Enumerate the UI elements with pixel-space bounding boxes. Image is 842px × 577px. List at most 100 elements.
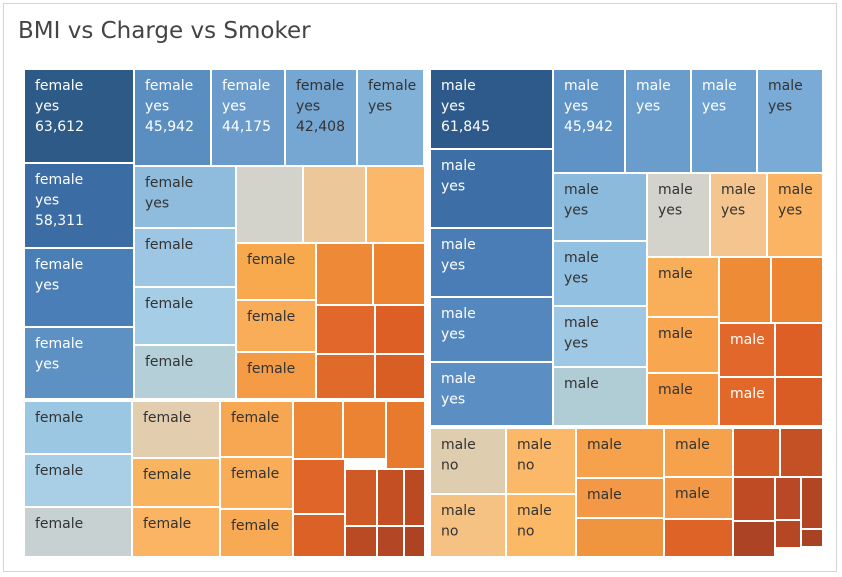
treemap-cell[interactable] — [317, 306, 374, 353]
treemap-cell[interactable] — [734, 429, 779, 476]
treemap-cell[interactable] — [135, 346, 235, 398]
treemap-cell[interactable] — [376, 355, 424, 398]
treemap-cell[interactable] — [577, 429, 663, 477]
treemap-cell[interactable] — [802, 478, 822, 528]
treemap-cell-label: male — [587, 437, 622, 453]
treemap-cell[interactable] — [367, 167, 424, 242]
treemap-cell[interactable] — [346, 470, 376, 525]
treemap-cell[interactable] — [768, 174, 822, 256]
treemap-cell[interactable] — [781, 429, 822, 476]
treemap-cell[interactable] — [135, 288, 235, 344]
treemap-cell[interactable] — [665, 429, 732, 476]
treemap-cell[interactable] — [648, 374, 718, 425]
treemap-cell[interactable] — [431, 495, 505, 556]
treemap-cell[interactable] — [133, 402, 219, 457]
treemap-cell[interactable] — [237, 353, 315, 398]
treemap-cell[interactable] — [431, 298, 552, 361]
treemap-cell[interactable] — [237, 244, 315, 299]
treemap-cell-label: male — [675, 437, 710, 453]
treemap-cell[interactable] — [554, 368, 646, 425]
treemap-cell[interactable] — [317, 355, 374, 398]
treemap-cell[interactable] — [405, 470, 424, 525]
treemap-cell[interactable] — [665, 520, 732, 556]
treemap-cell[interactable] — [720, 258, 770, 322]
treemap-cell[interactable] — [405, 527, 424, 556]
treemap-cell[interactable] — [25, 70, 133, 162]
treemap-cell[interactable] — [554, 174, 646, 240]
treemap-cell-label: male — [721, 182, 756, 198]
treemap-cell[interactable] — [133, 459, 219, 506]
treemap-cell[interactable] — [734, 478, 774, 520]
treemap-cell[interactable] — [221, 458, 292, 508]
treemap-cell[interactable] — [25, 508, 131, 556]
treemap-cell-label: male — [441, 78, 476, 94]
treemap-cell-label: male — [778, 182, 813, 198]
treemap-cell-label: yes — [702, 99, 726, 115]
treemap-cell-label: male — [702, 78, 737, 94]
treemap-cell[interactable] — [25, 249, 133, 326]
treemap-cell[interactable] — [554, 307, 646, 366]
treemap-cell[interactable] — [294, 460, 344, 513]
treemap-cell[interactable] — [237, 167, 302, 242]
treemap-cell[interactable] — [135, 229, 235, 286]
treemap-cell[interactable] — [25, 402, 131, 453]
treemap-cell[interactable] — [221, 510, 292, 556]
treemap-cell[interactable] — [374, 244, 424, 304]
treemap-cell-label: female — [222, 78, 270, 94]
treemap-cell[interactable] — [387, 402, 424, 468]
treemap-cell[interactable] — [554, 70, 624, 172]
treemap-cell-label: yes — [222, 99, 246, 115]
treemap-cell[interactable] — [431, 150, 552, 227]
treemap-cell[interactable] — [317, 244, 372, 304]
treemap-cell[interactable] — [554, 242, 646, 305]
treemap-cell[interactable] — [25, 164, 133, 247]
treemap-cell[interactable] — [25, 328, 133, 398]
treemap-cell[interactable] — [25, 455, 131, 506]
treemap-cell[interactable] — [692, 70, 756, 172]
treemap-cell-label: male — [441, 158, 476, 174]
treemap-cell[interactable] — [378, 470, 403, 525]
treemap-cell[interactable] — [344, 402, 385, 458]
treemap-cell[interactable] — [772, 258, 822, 322]
treemap-cell[interactable] — [431, 363, 552, 425]
treemap-cell[interactable] — [212, 70, 284, 165]
treemap-cell[interactable] — [648, 318, 718, 372]
treemap-cell[interactable] — [507, 495, 575, 556]
treemap-cell[interactable] — [507, 429, 575, 493]
treemap-cell[interactable] — [378, 527, 403, 556]
treemap-cell[interactable] — [802, 530, 822, 546]
treemap-cell[interactable] — [286, 70, 356, 165]
treemap-cell[interactable] — [720, 324, 774, 376]
treemap-cell[interactable] — [376, 306, 424, 353]
treemap-cell[interactable] — [431, 229, 552, 296]
treemap-cell-label: yes — [145, 99, 169, 115]
treemap-cell[interactable] — [431, 70, 552, 148]
treemap-cell[interactable] — [758, 70, 822, 172]
treemap-cell[interactable] — [133, 508, 219, 556]
treemap-cell[interactable] — [135, 167, 235, 227]
treemap-cell[interactable] — [221, 402, 292, 456]
treemap-cell[interactable] — [577, 479, 663, 517]
treemap-cell[interactable] — [304, 167, 365, 242]
treemap-cell[interactable] — [776, 521, 800, 547]
treemap-cell[interactable] — [648, 258, 718, 316]
treemap-cell[interactable] — [776, 378, 822, 425]
treemap-cell[interactable] — [346, 527, 376, 556]
treemap-cell[interactable] — [237, 301, 315, 351]
treemap-cell[interactable] — [135, 70, 210, 165]
treemap-cell[interactable] — [626, 70, 690, 172]
treemap-cell[interactable] — [294, 515, 344, 556]
treemap-cell[interactable] — [734, 522, 774, 556]
treemap-cell[interactable] — [294, 402, 342, 458]
treemap-cell[interactable] — [358, 70, 423, 165]
treemap-cell[interactable] — [776, 478, 800, 519]
chart-title: BMI vs Charge vs Smoker — [18, 18, 311, 44]
treemap-cell[interactable] — [720, 378, 774, 425]
treemap-cell[interactable] — [431, 429, 505, 493]
treemap-cell[interactable] — [776, 324, 822, 376]
treemap-cell-label: male — [564, 250, 599, 266]
treemap-cell[interactable] — [711, 174, 766, 256]
treemap-cell[interactable] — [648, 174, 709, 256]
treemap-cell[interactable] — [665, 478, 732, 518]
treemap-cell[interactable] — [577, 519, 663, 556]
